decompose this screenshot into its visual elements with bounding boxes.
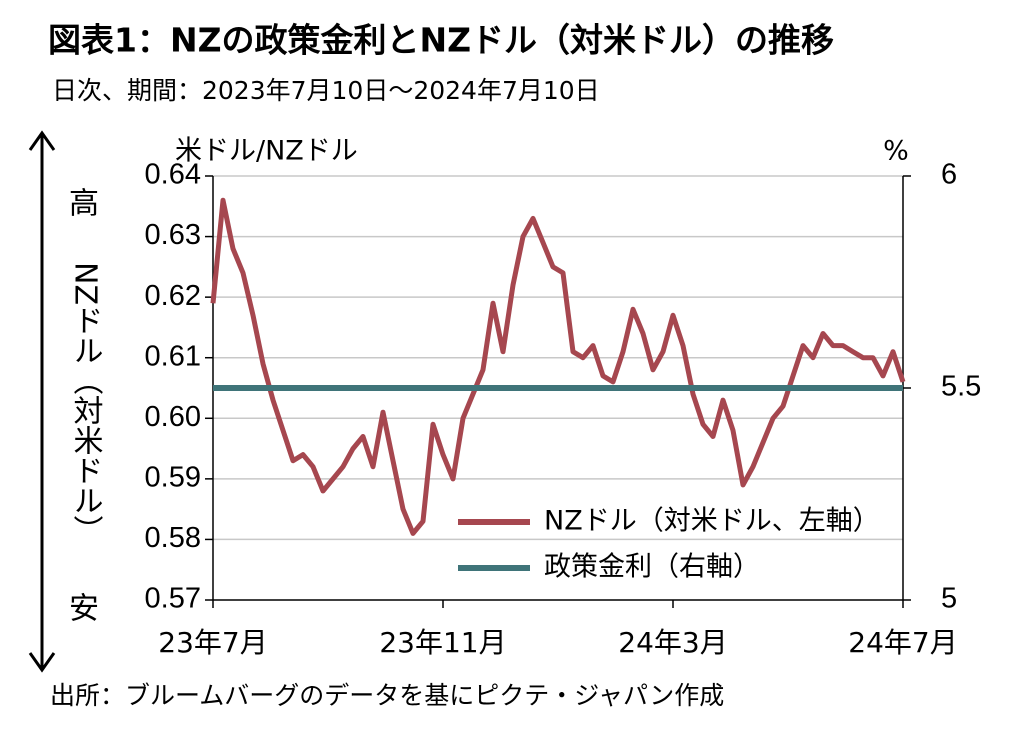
legend-label: NZドル（対米ドル、左軸）	[544, 506, 880, 537]
y-axis-label: 米ドル/NZドル	[175, 136, 358, 167]
y-tick-label: 0.63	[145, 219, 201, 251]
series-line	[210, 197, 906, 536]
y-tick-label: 0.58	[145, 522, 201, 554]
x-tick-label: 24年7月	[848, 626, 957, 659]
x-tick-label: 23年7月	[158, 626, 267, 659]
y-tick-label: 0.57	[145, 583, 201, 615]
direction-arrow	[28, 130, 56, 673]
y2-tick-label: 5	[941, 583, 957, 615]
chart-title: 図表1：NZの政策金利とNZドル（対米ドル）の推移	[48, 21, 834, 60]
y-tick-label: 0.62	[145, 280, 201, 312]
y-tick-label: 0.61	[145, 340, 201, 372]
axis-direction-text: NZドル（対米ドル）	[68, 262, 104, 545]
y-tick-label: 0.64	[145, 159, 201, 191]
chart-subtitle: 日次、期間：2023年7月10日～2024年7月10日	[52, 76, 600, 105]
y2-tick-label: 6	[941, 159, 957, 191]
source-note: 出所：ブルームバーグのデータを基にピクテ・ジャパン作成	[50, 681, 724, 710]
x-tick-label: 23年11月	[379, 626, 506, 659]
low-label: 安	[69, 592, 99, 627]
high-label: 高	[69, 187, 99, 222]
y2-axis-label: %	[883, 136, 909, 167]
legend-label: 政策金利（右軸）	[544, 552, 760, 583]
y-tick-label: 0.59	[145, 462, 201, 494]
y-tick-label: 0.60	[145, 401, 201, 433]
x-tick-label: 24年3月	[618, 626, 727, 659]
y2-tick-label: 5.5	[941, 371, 981, 403]
